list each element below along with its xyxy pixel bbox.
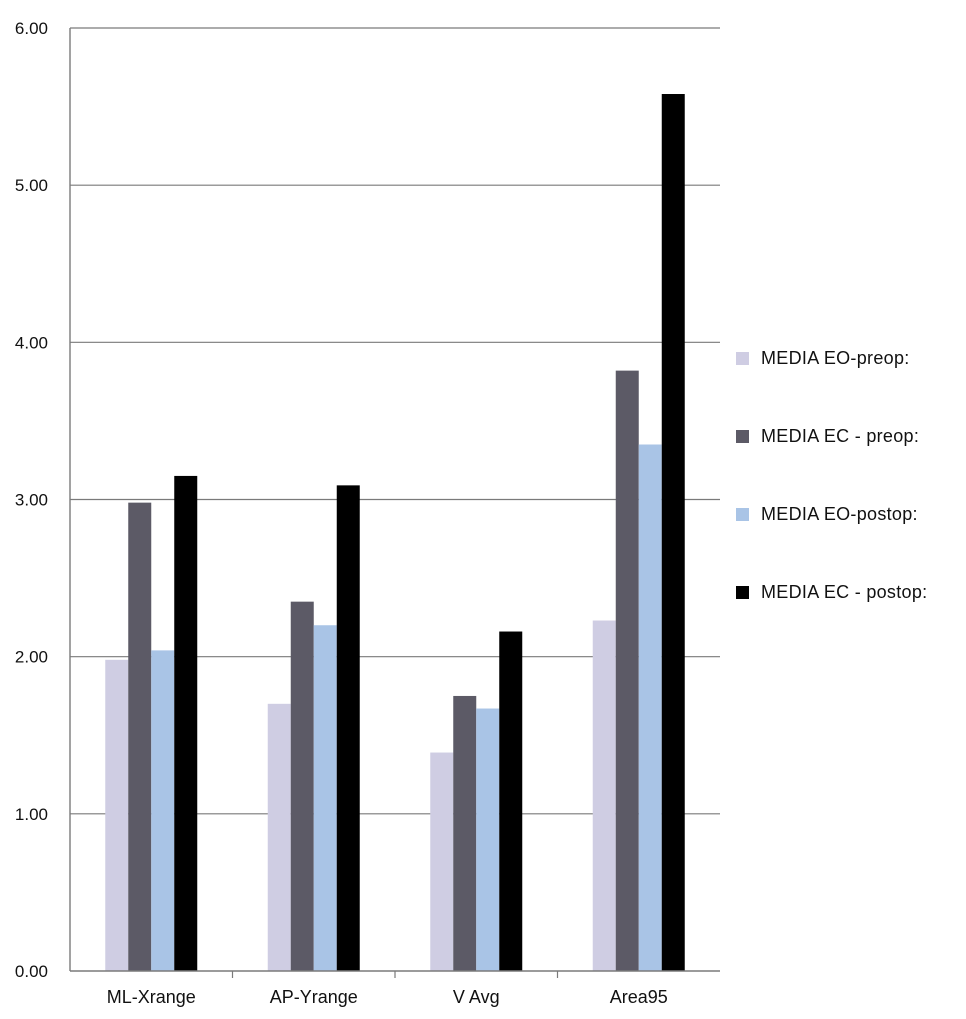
x-category-label: AP-Yrange [270,987,358,1007]
bar [105,659,129,971]
bar [499,631,523,971]
y-tick-label: 4.00 [15,333,48,352]
legend-label: MEDIA EO-postop: [761,503,918,524]
bar [290,601,314,971]
legend-item-eo-preop: MEDIA EO-preop: [736,345,961,371]
bar [430,752,454,971]
legend-label: MEDIA EC - preop: [761,425,920,446]
axes [69,28,720,978]
bar [174,475,198,971]
y-tick-label: 0.00 [15,962,48,981]
legend-swatch [736,429,749,443]
legend-item-ec-preop: MEDIA EC - preop: [736,423,961,449]
legend-label: MEDIA EC - postop: [761,581,928,602]
legend-item-ec-postop: MEDIA EC - postop: [736,579,961,605]
legend-item-eo-postop: MEDIA EO-postop: [736,501,961,527]
bar [453,695,477,971]
bars [105,94,685,972]
bar [267,703,291,971]
y-tick-label: 1.00 [15,805,48,824]
bar [661,94,685,971]
y-axis-tick-labels: 0.00 1.00 2.00 3.00 4.00 5.00 6.00 [15,19,48,981]
x-axis-category-labels: ML-Xrange AP-Yrange V Avg Area95 [107,987,668,1007]
bar [592,620,616,971]
bar [638,444,662,971]
y-tick-label: 3.00 [15,491,48,510]
legend-swatch [736,585,749,599]
x-category-label: Area95 [610,987,668,1007]
bar [128,502,152,971]
bar [476,708,500,971]
legend-swatch [736,351,749,365]
bar [336,485,360,971]
legend-swatch [736,507,749,521]
bar [313,625,337,971]
x-category-label: V Avg [453,987,500,1007]
legend-label: MEDIA EO-preop: [761,347,910,368]
x-category-label: ML-Xrange [107,987,196,1007]
bar [151,650,175,971]
y-tick-label: 6.00 [15,19,48,38]
y-tick-label: 5.00 [15,176,48,195]
y-tick-label: 2.00 [15,648,48,667]
legend: MEDIA EO-preop: MEDIA EC - preop: MEDIA … [736,345,961,657]
bar [615,370,639,972]
